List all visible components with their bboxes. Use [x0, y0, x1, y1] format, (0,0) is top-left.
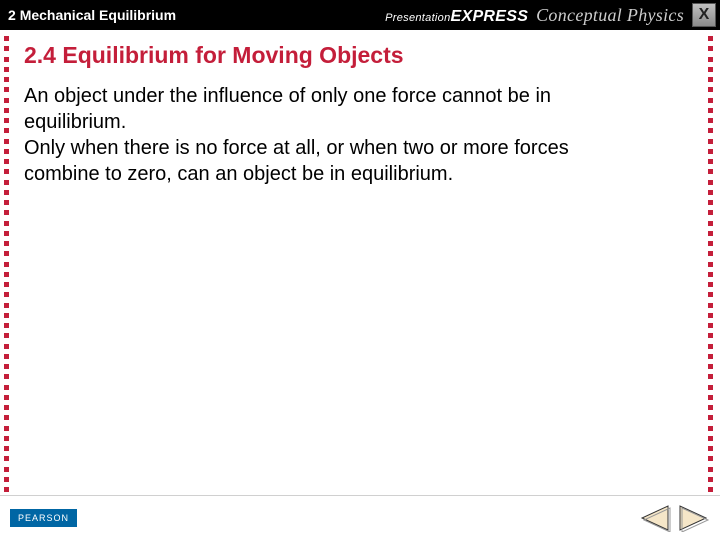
body-text: An object under the influence of only on…	[24, 83, 584, 187]
brand-big: EXPRESS	[451, 8, 529, 25]
chapter-number: 2	[8, 7, 16, 23]
close-button[interactable]: X	[692, 3, 716, 27]
brand-logo: PresentationEXPRESS Conceptual Physics	[385, 5, 684, 26]
paragraph-1: An object under the influence of only on…	[24, 83, 584, 135]
close-icon: X	[699, 6, 710, 24]
brand-subtitle: Conceptual Physics	[536, 5, 684, 25]
brand-small: Presentation	[385, 12, 450, 24]
publisher-logo: PEARSON	[10, 509, 77, 527]
chapter-name: Mechanical Equilibrium	[20, 7, 176, 23]
header-bar: 2 Mechanical Equilibrium PresentationEXP…	[0, 0, 720, 30]
content-area: 2.4 Equilibrium for Moving Objects An ob…	[0, 30, 720, 495]
nav-buttons	[638, 504, 710, 532]
prev-button[interactable]	[638, 504, 672, 532]
section-heading: 2.4 Equilibrium for Moving Objects	[24, 42, 696, 69]
paragraph-2: Only when there is no force at all, or w…	[24, 135, 584, 187]
chapter-title: 2 Mechanical Equilibrium	[8, 7, 176, 23]
header-right: PresentationEXPRESS Conceptual Physics X	[385, 3, 716, 27]
footer-bar: PEARSON	[0, 495, 720, 540]
next-button[interactable]	[676, 504, 710, 532]
